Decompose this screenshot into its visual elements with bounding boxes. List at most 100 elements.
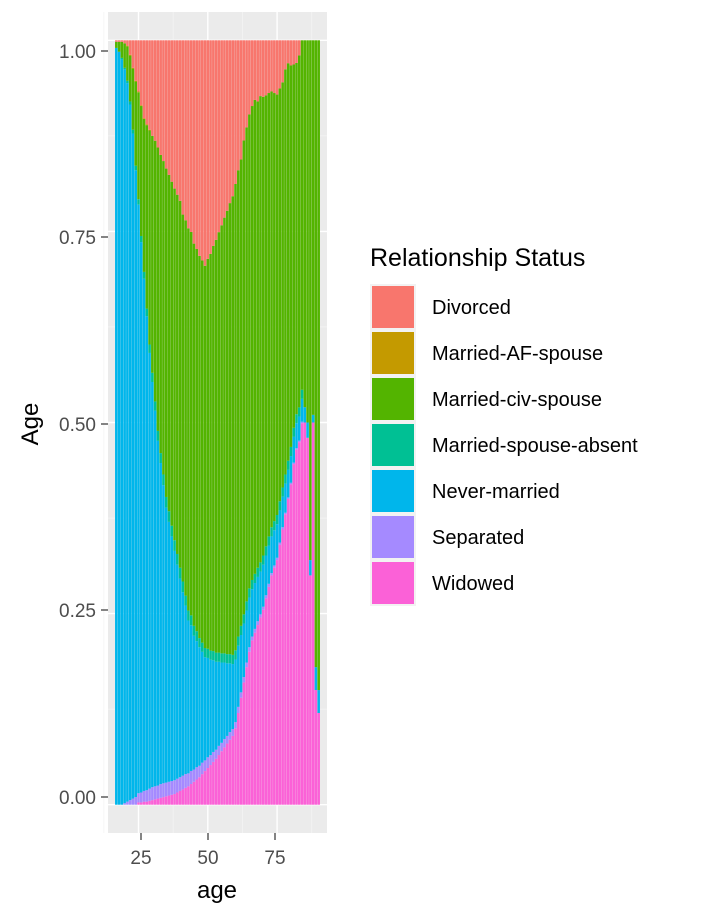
bar-segment [242,682,246,805]
bar-segment [284,512,287,515]
bar-segment [206,657,210,758]
bar-segment [270,527,273,537]
bar-segment [153,786,157,800]
bar-segment [134,797,137,805]
bar-segment [237,40,240,171]
bar-segment [278,544,282,805]
bar-segment [151,800,154,805]
bar-segment [176,553,179,565]
bar-segment [137,92,140,200]
bar-segment [173,540,176,551]
bar-segment [189,615,193,626]
bar-segment [139,792,143,803]
bar-segment [253,583,257,629]
bar-segment [298,407,301,417]
legend-label: Divorced [432,297,511,319]
bar-segment [131,68,135,130]
bar-segment [253,40,257,100]
bar-segment [228,203,232,655]
bar-segment [195,767,198,780]
bar-segment [178,200,182,568]
bar-segment [295,448,298,450]
bar-segment [306,40,309,423]
bar-segment [225,654,229,664]
bar-segment [259,571,262,615]
bar-segment [242,623,246,678]
legend-swatch [372,378,414,420]
bar-segment [253,99,257,574]
bar-segment [289,40,293,66]
bar-segment [223,217,226,654]
bar-segment [139,40,143,106]
bar-segment [206,258,210,649]
bar-segment [231,40,235,197]
bar-segment [248,588,251,598]
bar-segment [148,788,151,801]
bar-segment [173,780,176,795]
bar-segment [284,69,287,475]
bar-segment [173,40,176,189]
bar-segment [131,129,135,134]
bar-segment [309,560,312,576]
bar-segment [284,514,287,805]
bar-segment [153,401,157,411]
bar-segment [250,106,254,580]
bar-segment [212,245,215,652]
bar-segment [203,760,207,772]
bar-segment [126,801,129,805]
bar-segment [250,40,254,107]
bar-segment [284,474,287,484]
bar-segment [261,564,265,607]
bar-segment [134,40,137,81]
bar-segment [275,560,279,805]
bar-segment [167,40,171,175]
bar-segment [300,389,304,399]
bar-segment [162,485,165,784]
bar-segment [223,738,226,748]
bar-segment [145,316,149,791]
bar-segment [128,800,132,805]
bar-segment [300,423,304,805]
bar-segment [231,654,235,665]
bar-segment [245,610,248,663]
legend-swatch [372,516,414,558]
bar-segment [275,557,279,561]
bar-segment [261,609,265,805]
legend-swatch [372,562,414,604]
bar-layer [115,40,320,805]
bar-segment [217,652,221,662]
bar-segment [261,40,265,97]
bar-segment [289,456,293,483]
bar-segment [162,783,165,798]
bar-segment [239,635,243,693]
bar-segment [242,614,246,624]
bar-segment [170,794,174,805]
bar-segment [123,67,126,70]
bar-segment [278,542,282,545]
bar-segment [203,771,207,805]
bar-segment [192,769,196,782]
bar-segment [159,784,162,798]
bar-segment [189,231,193,616]
bar-segment [164,40,168,169]
bar-segment [228,732,232,740]
x-axis-title: age [197,877,237,904]
bar-segment [151,381,154,788]
bar-segment [176,564,179,779]
bar-segment [267,40,271,94]
bar-segment [273,93,276,522]
bar-segment [220,742,223,752]
x-tick-label: 75 [264,848,285,869]
bar-segment [317,690,320,713]
bar-segment [256,567,259,577]
bar-segment [292,64,296,428]
bar-segment [309,575,312,805]
bar-segment [223,662,226,739]
legend-swatch [372,470,414,512]
bar-segment [206,768,210,805]
bar-segment [159,797,162,805]
bar-segment [115,40,118,42]
bar-segment [245,601,248,611]
bar-segment [209,765,212,805]
bar-segment [273,567,276,805]
